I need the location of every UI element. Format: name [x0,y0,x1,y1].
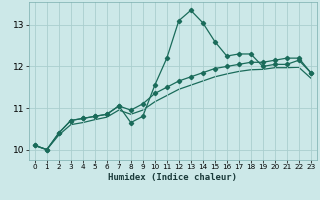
X-axis label: Humidex (Indice chaleur): Humidex (Indice chaleur) [108,173,237,182]
